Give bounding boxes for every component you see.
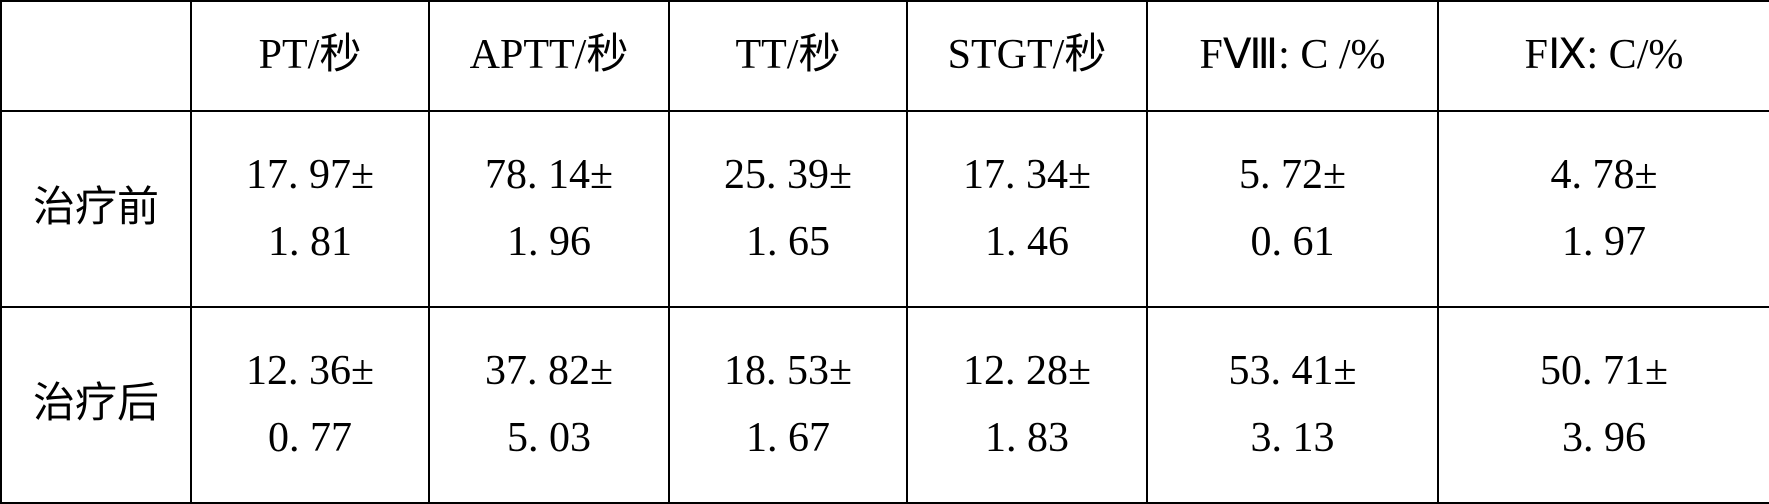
cell: 25. 39± 1. 65 (669, 111, 907, 307)
cell-top: 78. 14± (434, 142, 664, 209)
cell-bottom: 1. 97 (1443, 209, 1765, 276)
cell-top: 5. 72± (1152, 142, 1433, 209)
table-row: 治疗后 12. 36± 0. 77 37. 82± 5. 03 18. 53± … (1, 307, 1769, 503)
cell: 12. 36± 0. 77 (191, 307, 429, 503)
cell-top: 53. 41± (1152, 338, 1433, 405)
header-tt: TT/秒 (669, 1, 907, 111)
row-label-text: 治疗前 (6, 175, 186, 242)
row-label-before: 治疗前 (1, 111, 191, 307)
cell-bottom: 1. 46 (912, 209, 1142, 276)
header-pt: PT/秒 (191, 1, 429, 111)
cell: 18. 53± 1. 67 (669, 307, 907, 503)
header-fix: FⅨ: C/% (1438, 1, 1769, 111)
cell: 50. 71± 3. 96 (1438, 307, 1769, 503)
cell-bottom: 1. 83 (912, 405, 1142, 472)
cell-top: 4. 78± (1443, 142, 1765, 209)
cell-top: 17. 97± (196, 142, 424, 209)
header-aptt: APTT/秒 (429, 1, 669, 111)
coagulation-table: PT/秒 APTT/秒 TT/秒 STGT/秒 FⅧ: C /% FⅨ: C/%… (0, 0, 1769, 504)
cell-bottom: 0. 61 (1152, 209, 1433, 276)
cell-bottom: 3. 13 (1152, 405, 1433, 472)
row-label-text: 治疗后 (6, 371, 186, 438)
cell: 17. 34± 1. 46 (907, 111, 1147, 307)
cell-top: 17. 34± (912, 142, 1142, 209)
cell-top: 25. 39± (674, 142, 902, 209)
cell: 12. 28± 1. 83 (907, 307, 1147, 503)
cell-bottom: 3. 96 (1443, 405, 1765, 472)
cell-bottom: 0. 77 (196, 405, 424, 472)
cell-bottom: 1. 67 (674, 405, 902, 472)
cell-top: 12. 28± (912, 338, 1142, 405)
table-header-row: PT/秒 APTT/秒 TT/秒 STGT/秒 FⅧ: C /% FⅨ: C/% (1, 1, 1769, 111)
cell: 4. 78± 1. 97 (1438, 111, 1769, 307)
cell: 17. 97± 1. 81 (191, 111, 429, 307)
cell-bottom: 1. 65 (674, 209, 902, 276)
cell-bottom: 5. 03 (434, 405, 664, 472)
header-blank (1, 1, 191, 111)
cell: 37. 82± 5. 03 (429, 307, 669, 503)
cell: 53. 41± 3. 13 (1147, 307, 1438, 503)
header-fviii: FⅧ: C /% (1147, 1, 1438, 111)
cell-bottom: 1. 81 (196, 209, 424, 276)
cell: 5. 72± 0. 61 (1147, 111, 1438, 307)
cell-top: 12. 36± (196, 338, 424, 405)
header-stgt: STGT/秒 (907, 1, 1147, 111)
cell-top: 18. 53± (674, 338, 902, 405)
cell: 78. 14± 1. 96 (429, 111, 669, 307)
cell-top: 37. 82± (434, 338, 664, 405)
cell-bottom: 1. 96 (434, 209, 664, 276)
row-label-after: 治疗后 (1, 307, 191, 503)
cell-top: 50. 71± (1443, 338, 1765, 405)
table-row: 治疗前 17. 97± 1. 81 78. 14± 1. 96 25. 39± … (1, 111, 1769, 307)
